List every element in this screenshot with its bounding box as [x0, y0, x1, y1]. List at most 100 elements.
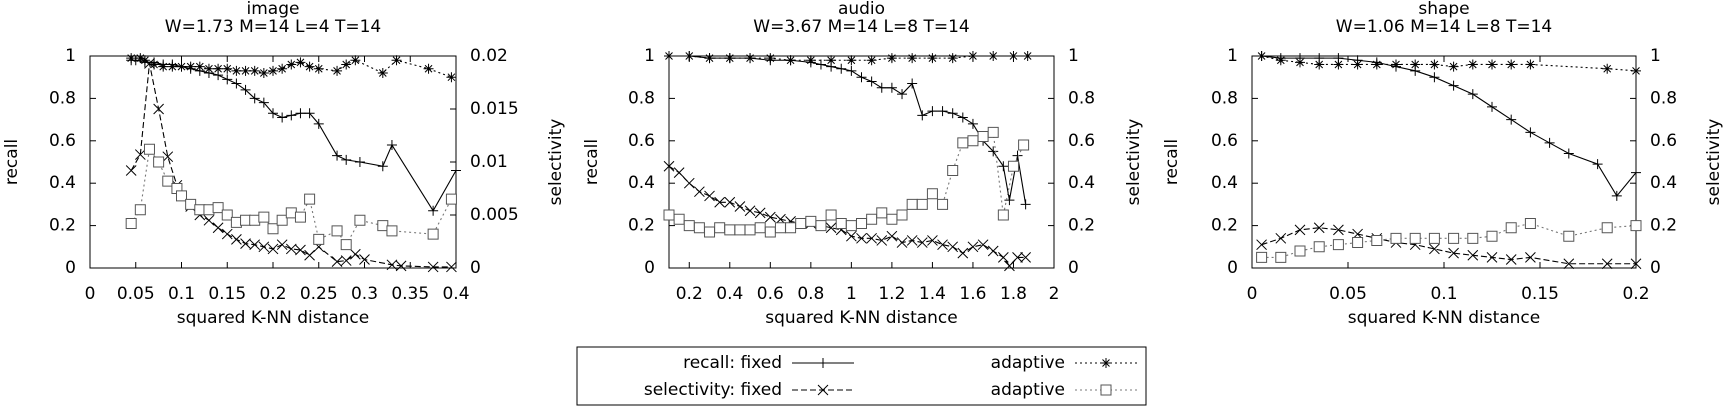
data-point: [916, 237, 928, 248]
data-point: [876, 82, 887, 93]
data-point: [805, 55, 816, 66]
data-point: [167, 61, 178, 72]
y2-tick-label: 0.005: [470, 205, 519, 225]
panel-title: audio: [838, 0, 885, 19]
data-point: [446, 72, 457, 83]
series-line: [1261, 227, 1636, 265]
data-point: [1314, 59, 1325, 70]
data-point: [277, 63, 288, 74]
data-point: [267, 223, 279, 235]
data-point: [249, 239, 261, 251]
data-point: [1008, 51, 1019, 61]
y2-tick-label: 0.4: [1650, 173, 1677, 193]
data-point: [947, 164, 959, 176]
data-point: [332, 150, 343, 161]
data-point: [194, 61, 205, 72]
data-point: [684, 51, 695, 61]
data-point: [785, 222, 797, 234]
data-point: [294, 211, 306, 223]
data-point: [1487, 59, 1497, 70]
data-point: [222, 74, 233, 85]
data-point: [693, 222, 705, 234]
data-point: [295, 244, 306, 256]
data-point: [724, 196, 736, 208]
data-point: [744, 205, 756, 217]
y-tick-label: 1: [65, 46, 76, 66]
data-point: [1371, 234, 1383, 246]
x-tick-label: 0.1: [168, 284, 195, 304]
data-point: [764, 226, 776, 238]
data-point: [664, 51, 674, 61]
data-point: [134, 204, 146, 216]
data-point: [354, 157, 365, 167]
data-point: [203, 63, 214, 74]
data-point: [359, 254, 370, 265]
data-point: [203, 204, 215, 216]
data-point: [886, 82, 897, 93]
x-tick-label: 2: [1049, 284, 1060, 304]
data-point: [1563, 230, 1575, 242]
plot-frame: [668, 55, 1055, 269]
data-point: [1429, 72, 1440, 83]
data-point: [1410, 59, 1421, 70]
data-point: [1333, 59, 1344, 70]
data-point: [350, 55, 361, 66]
x-tick-label: 0.4: [442, 284, 469, 304]
data-point: [947, 108, 958, 119]
data-point: [1352, 237, 1364, 249]
data-point: [1448, 247, 1459, 259]
data-point: [937, 198, 949, 210]
data-point: [957, 247, 969, 259]
x-tick-label: 0.15: [1521, 284, 1559, 304]
data-point: [947, 53, 958, 64]
data-point: [754, 207, 766, 219]
data-point: [765, 53, 776, 64]
data-point: [866, 213, 878, 225]
data-point: [185, 198, 197, 210]
data-point: [987, 126, 999, 138]
data-point: [1022, 51, 1033, 61]
data-point: [185, 61, 196, 72]
panel-title: image: [247, 0, 300, 19]
data-point: [836, 63, 847, 74]
data-point: [1486, 252, 1498, 263]
data-point: [249, 65, 260, 76]
data-point: [349, 248, 361, 260]
data-point: [957, 112, 968, 123]
data-point: [304, 193, 316, 205]
data-point: [276, 239, 288, 251]
legend-label: adaptive: [991, 353, 1065, 373]
series-line: [130, 63, 452, 268]
data-point: [998, 161, 1009, 172]
data-point: [805, 215, 817, 227]
y-tick-label: 0: [644, 258, 655, 278]
data-point: [876, 207, 888, 219]
y2-tick-label: 0.6: [1650, 131, 1677, 151]
y2-tick-label: 0: [470, 258, 481, 278]
data-point: [240, 238, 251, 249]
data-point: [1409, 232, 1421, 244]
legend-marker: [1100, 384, 1112, 396]
y-tick-label: 0.2: [49, 216, 76, 236]
data-point: [286, 59, 297, 70]
data-point: [1611, 190, 1622, 201]
y-tick-label: 0.4: [628, 173, 655, 193]
data-point: [1602, 63, 1613, 74]
legend-label: recall: fixed: [683, 353, 782, 373]
y-tick-label: 0: [1227, 258, 1238, 278]
panel-subtitle: W=3.67 M=14 L=8 T=14: [753, 17, 969, 37]
data-point: [268, 65, 278, 76]
data-point: [1467, 249, 1479, 261]
legend-label: adaptive: [991, 380, 1065, 400]
data-point: [313, 118, 324, 129]
data-point: [1313, 222, 1325, 234]
series-line: [668, 131, 1025, 233]
data-point: [886, 53, 897, 64]
x-tick-label: 0.2: [259, 284, 286, 304]
data-point: [313, 63, 324, 74]
series-line: [1261, 55, 1637, 72]
data-point: [286, 110, 297, 121]
legend-marker: [1101, 358, 1111, 368]
y-tick-label: 0.6: [1211, 131, 1238, 151]
data-point: [815, 220, 827, 232]
